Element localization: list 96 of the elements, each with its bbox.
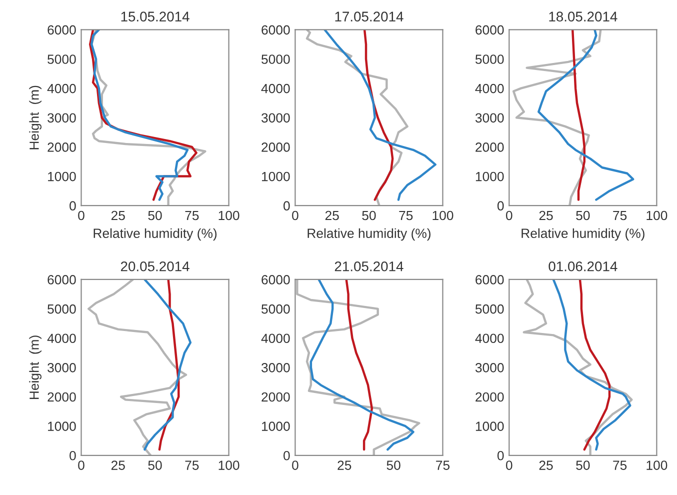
y-tick-label: 1000 [476, 172, 504, 182]
x-tick-label: 75 [436, 460, 450, 470]
line-series [144, 279, 192, 451]
y-tick-label: 1000 [262, 172, 290, 182]
x-tick-label: 0 [506, 210, 512, 220]
y-tick-label: 1000 [48, 422, 76, 431]
x-tick-label: 0 [292, 210, 298, 220]
y-tick-label: 0 [497, 201, 504, 211]
x-tick-label: 100 [432, 210, 454, 220]
x-tick-label: 0 [78, 460, 84, 470]
y-tick-label: 6000 [48, 25, 76, 35]
y-tick-label: 2000 [262, 392, 290, 402]
line-series [552, 279, 632, 451]
y-tick-label: 4000 [475, 334, 504, 344]
x-tick-label: 75 [613, 460, 627, 470]
x-tick-label: 50 [576, 460, 590, 470]
line-series [363, 30, 394, 201]
y-tick-label: 2000 [262, 142, 290, 152]
x-tick-label: 25 [111, 210, 125, 220]
chart-title: 17.05.2014 [335, 12, 404, 22]
y-tick-label: 4000 [47, 334, 76, 344]
y-tick-label: 5000 [262, 54, 290, 64]
y-tick-label: 2000 [48, 142, 76, 152]
line-series [158, 279, 180, 451]
line-series [578, 279, 611, 451]
line-series [88, 279, 188, 456]
y-tick-label: 2000 [476, 392, 504, 402]
y-tick-label: 4000 [475, 84, 504, 94]
x-tick-label: 50 [386, 460, 400, 470]
y-tick-label: 3000 [48, 113, 76, 123]
y-tick-label: 5000 [262, 304, 290, 314]
line-series [306, 30, 408, 206]
y-tick-label: 0 [284, 201, 290, 211]
line-series [538, 30, 634, 201]
x-tick-label: 25 [325, 210, 339, 220]
line-series [324, 30, 436, 201]
chart-title: 15.05.2014 [121, 12, 190, 22]
y-tick-label: 3000 [261, 113, 290, 123]
y-tick-label: 5000 [475, 54, 504, 64]
x-tick-label: 100 [218, 210, 240, 220]
y-tick-label: 3000 [48, 363, 76, 372]
x-tick-label: 75 [185, 460, 199, 470]
line-series [345, 279, 374, 451]
y-tick-label: 4000 [261, 84, 290, 94]
x-axis-title: Relative humidity (%) [522, 228, 644, 241]
x-axis-title: Relative humidity (%) [308, 228, 430, 241]
x-tick-label: 50 [362, 210, 376, 220]
y-tick-label: 6000 [262, 275, 290, 284]
line-series [522, 279, 633, 456]
y-tick-label: 1000 [48, 172, 76, 182]
y-tick-label: 5000 [475, 304, 504, 314]
x-tick-label: 100 [646, 210, 668, 220]
y-tick-label: 0 [70, 450, 76, 460]
y-tick-label: 6000 [48, 275, 76, 284]
x-tick-label: 50 [148, 460, 162, 470]
x-tick-label: 25 [111, 460, 125, 470]
y-tick-label: 3000 [475, 363, 504, 372]
y-tick-label: 5000 [48, 304, 76, 314]
x-axis-title: Relative humidity (%) [94, 228, 217, 241]
y-tick-label: 3000 [475, 113, 504, 123]
chart-title: 21.05.2014 [334, 261, 404, 272]
y-tick-label: 3000 [261, 363, 290, 372]
line-series [310, 279, 414, 451]
y-tick-label: 0 [70, 201, 76, 211]
chart-title: 20.05.2014 [120, 261, 190, 272]
x-tick-label: 100 [218, 460, 240, 470]
y-tick-label: 0 [497, 450, 504, 460]
y-tick-label: 4000 [47, 84, 76, 94]
line-series [571, 30, 586, 201]
x-tick-label: 75 [613, 210, 627, 220]
x-tick-label: 25 [539, 210, 553, 220]
y-tick-label: 0 [284, 450, 290, 460]
x-tick-label: 0 [506, 460, 512, 470]
y-tick-label: 1000 [262, 422, 290, 431]
y-tick-label: 6000 [476, 275, 504, 284]
y-axis-title: Height (m) [29, 86, 42, 150]
y-tick-label: 1000 [476, 422, 504, 431]
y-tick-label: 4000 [261, 334, 290, 344]
x-tick-label: 100 [646, 460, 668, 470]
x-tick-label: 50 [148, 210, 162, 220]
y-axis-title: Height (m) [29, 336, 42, 399]
y-tick-label: 6000 [262, 25, 290, 35]
x-tick-label: 25 [539, 460, 553, 470]
y-tick-label: 6000 [476, 25, 504, 35]
x-tick-label: 75 [399, 210, 413, 220]
x-tick-label: 50 [576, 210, 590, 220]
line-series [512, 30, 602, 206]
x-tick-label: 0 [78, 210, 84, 220]
x-tick-label: 75 [185, 210, 199, 220]
chart-title: 18.05.2014 [549, 12, 618, 22]
chart-title: 01.06.2014 [548, 261, 618, 272]
y-tick-label: 2000 [476, 142, 504, 152]
y-tick-label: 5000 [48, 54, 76, 64]
x-tick-label: 0 [292, 460, 298, 470]
x-tick-label: 25 [338, 460, 352, 470]
y-tick-label: 2000 [48, 392, 76, 402]
